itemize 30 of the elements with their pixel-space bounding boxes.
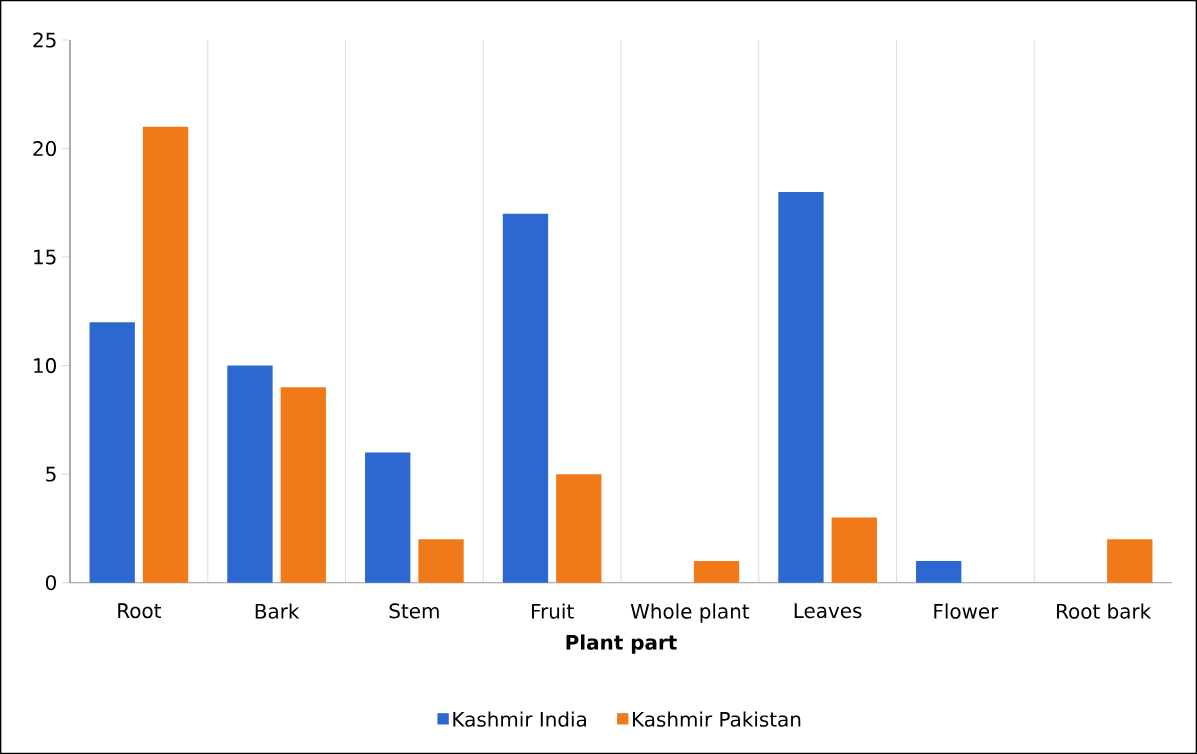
bar [556,474,602,583]
legend-label: Kashmir Pakistan [633,711,801,727]
y-tick-label: 0 [45,575,56,591]
y-tick-label: 25 [33,32,56,48]
bar [365,452,411,583]
legend-label: Kashmir India [453,711,586,727]
bar [693,560,740,583]
bar [1107,539,1153,583]
x-tick-label: Stem [389,603,439,619]
bar [778,191,824,583]
bar [831,517,877,583]
x-tick-label: Bark [255,603,300,619]
x-tick-label: Flower [934,603,999,619]
bar [142,126,189,583]
bar [227,365,273,583]
x-tick-label: Whole plant [630,603,750,623]
bar [502,213,549,583]
y-tick-label: 20 [33,140,56,157]
x-axis-title: Plant part [566,634,677,654]
y-tick-label: 15 [34,249,56,265]
bar [280,387,326,583]
x-tick-label: Root bark [1057,603,1152,619]
x-tick-label: Fruit [531,603,574,619]
x-tick-label: Leaves [794,603,862,619]
bar [916,560,962,583]
bar [89,322,135,583]
y-tick-label: 5 [46,466,56,482]
x-tick-label: Root [118,603,161,619]
bar [418,539,464,583]
y-tick-label: 10 [34,358,56,374]
